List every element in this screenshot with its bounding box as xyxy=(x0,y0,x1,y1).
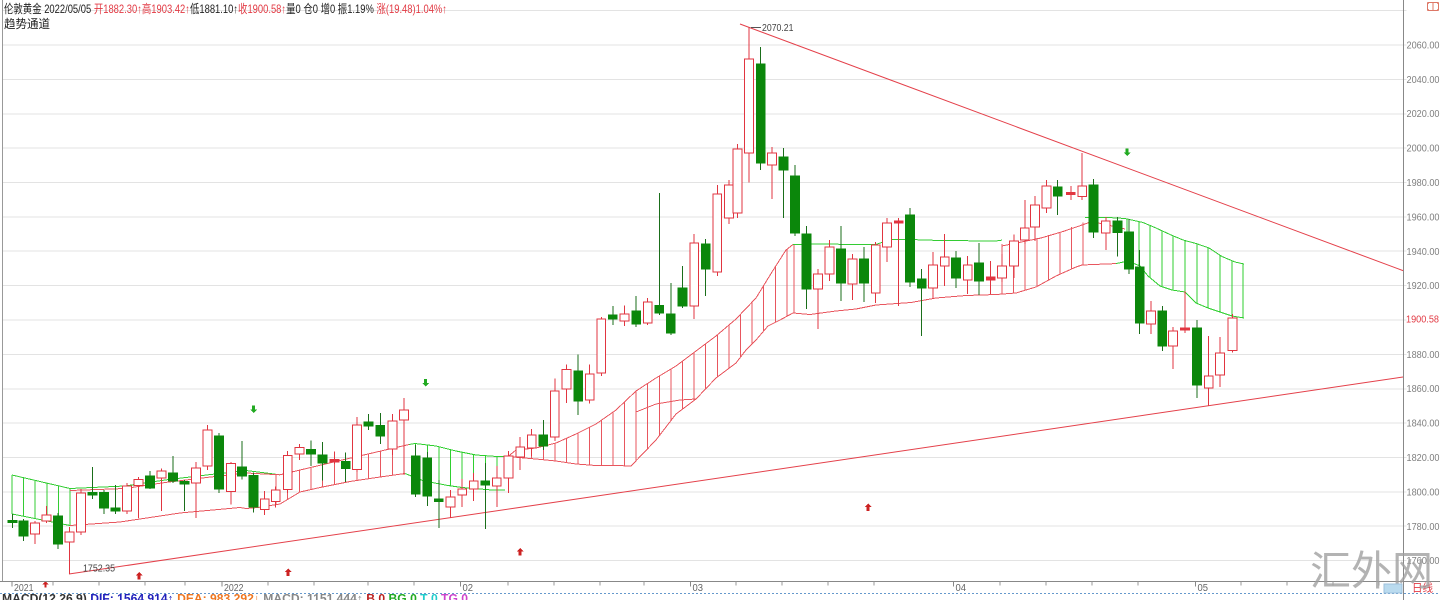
svg-text:1900.58: 1900.58 xyxy=(1406,315,1439,326)
svg-text:2040.00: 2040.00 xyxy=(1407,75,1440,86)
svg-text:1840.00: 1840.00 xyxy=(1407,419,1440,430)
svg-text:MACD(12,26,9) DIF: 1564.914↑: MACD(12,26,9) DIF: 1564.914↑ DEA: 983.29… xyxy=(2,592,468,601)
svg-text:2000.00: 2000.00 xyxy=(1407,144,1440,155)
svg-text:汇外网: 汇外网 xyxy=(1310,548,1433,594)
svg-text:2020.00: 2020.00 xyxy=(1407,109,1440,120)
svg-text:1920.00: 1920.00 xyxy=(1407,281,1440,292)
svg-text:1760.00: 1760.00 xyxy=(1407,556,1440,567)
svg-text:日线: 日线 xyxy=(1412,581,1433,595)
svg-text:05: 05 xyxy=(1198,583,1209,594)
svg-text:02: 02 xyxy=(463,583,474,594)
svg-text:1820.00: 1820.00 xyxy=(1407,453,1440,464)
svg-text:1880.00: 1880.00 xyxy=(1407,350,1440,361)
svg-text:趋势通道: 趋势通道 xyxy=(4,17,50,31)
svg-text:伦敦黄金 2022/05/05 开1882.30↑高1903: 伦敦黄金 2022/05/05 开1882.30↑高1903.42↑低1881.… xyxy=(4,1,447,16)
svg-text:2022: 2022 xyxy=(224,583,244,594)
svg-text:1780.00: 1780.00 xyxy=(1407,522,1440,533)
svg-text:1960.00: 1960.00 xyxy=(1407,212,1440,223)
svg-text:1800.00: 1800.00 xyxy=(1407,487,1440,498)
svg-text:2060.00: 2060.00 xyxy=(1407,41,1440,52)
svg-text:2070.21: 2070.21 xyxy=(762,23,794,34)
svg-text:1752.35: 1752.35 xyxy=(83,564,115,575)
svg-text:1940.00: 1940.00 xyxy=(1407,247,1440,258)
svg-text:1860.00: 1860.00 xyxy=(1407,384,1440,395)
svg-text:03: 03 xyxy=(693,583,704,594)
svg-text:2021: 2021 xyxy=(14,583,34,594)
svg-text:04: 04 xyxy=(956,583,967,594)
svg-text:1980.00: 1980.00 xyxy=(1407,178,1440,189)
